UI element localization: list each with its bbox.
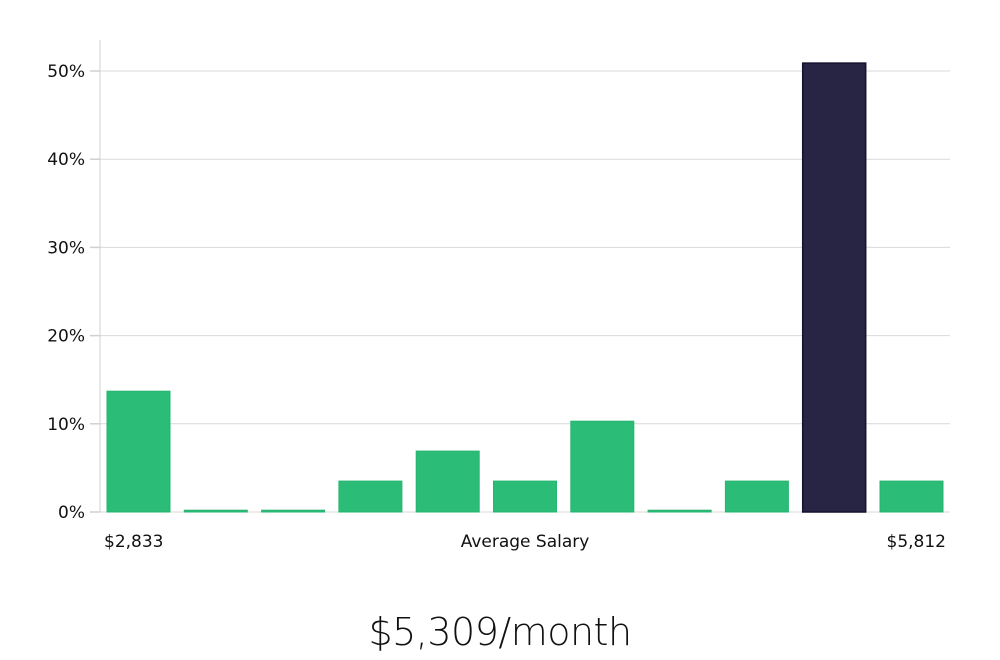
x-max-label: $5,812 [887,532,946,552]
bar [415,450,480,513]
bars [106,62,944,513]
y-tick-label: 10% [47,415,85,435]
average-salary-headline: $5,309/month [368,610,632,654]
y-tick-label: 40% [47,150,85,170]
salary-histogram: 0%10%20%30%40%50% $2,833 Average Salary … [47,40,950,552]
bar [338,480,403,513]
y-tick-label: 50% [47,62,85,82]
bar [261,509,326,513]
bar [570,420,635,513]
bar [493,480,557,513]
y-tick-label: 30% [47,238,85,258]
bar [724,480,789,513]
bar [647,509,712,513]
bar [183,509,248,513]
bar [106,390,171,513]
x-min-label: $2,833 [104,532,163,552]
y-tick-label: 20% [47,327,85,347]
bar-highlighted [801,62,867,513]
y-tick-label: 0% [58,503,85,523]
y-axis-ticks: 0% 10% 20% 30% 40% 50% [47,62,100,523]
x-axis-title: Average Salary [461,532,590,552]
bar [879,480,944,513]
